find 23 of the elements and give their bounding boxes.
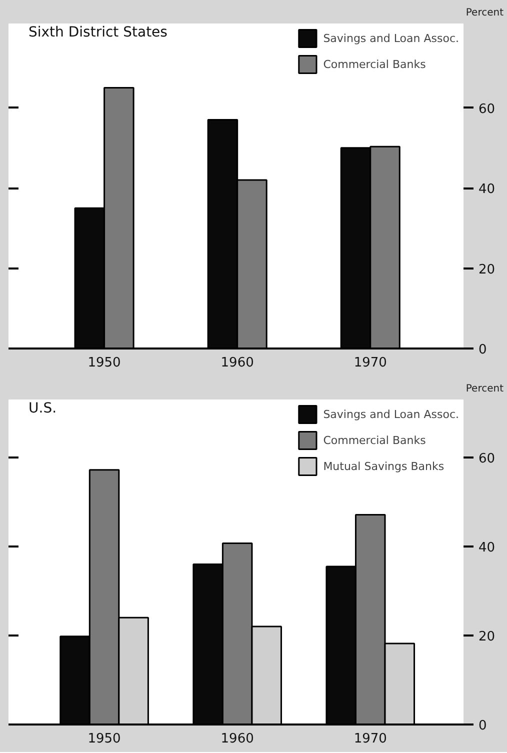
legend-label: Savings and Loan Assoc. [323, 32, 459, 44]
y-tick-label: 0 [478, 342, 487, 358]
y-tick-label: 60 [478, 102, 496, 117]
chart-title: Sixth District States [28, 24, 168, 40]
y-tick-label: 20 [478, 262, 496, 278]
x-tick-label: 1950 [88, 356, 121, 370]
y-axis-title: Percent [466, 8, 504, 18]
x-tick-label: 1970 [354, 356, 387, 370]
legend-label: Commercial Banks [323, 58, 426, 70]
y-tick-label: 20 [478, 629, 496, 644]
chart-title: U.S. [28, 400, 57, 416]
y-axis-title: Percent [466, 384, 504, 394]
x-tick-label: 1960 [220, 732, 254, 746]
legend-label: Savings and Loan Assoc. [323, 408, 459, 420]
y-tick-label: 0 [478, 718, 487, 734]
x-tick-label: 1970 [354, 732, 387, 746]
y-tick-label: 40 [478, 182, 496, 198]
x-tick-label: 1960 [220, 356, 254, 370]
y-tick-label: 40 [478, 540, 496, 556]
legend-label: Mutual Savings Banks [323, 460, 444, 472]
x-tick-label: 1950 [88, 732, 121, 746]
legend-label: Commercial Banks [323, 434, 426, 446]
y-tick-label: 60 [478, 451, 496, 466]
